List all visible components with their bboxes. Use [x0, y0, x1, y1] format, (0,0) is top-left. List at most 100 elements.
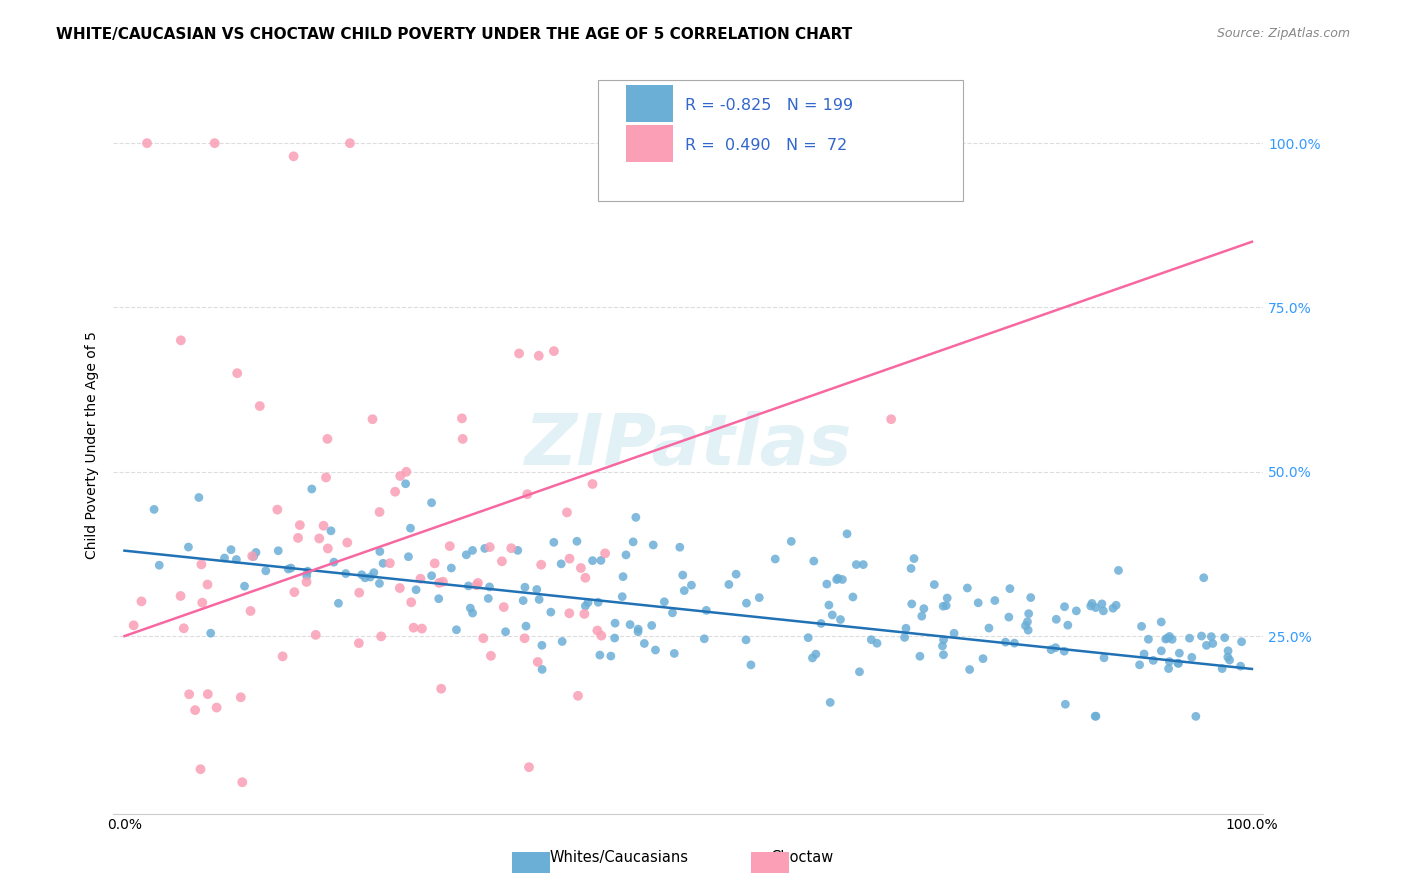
Point — [384, 484, 406, 499]
Point — [347, 585, 370, 599]
Point — [911, 609, 934, 624]
Point — [693, 632, 716, 646]
Point — [1081, 596, 1104, 610]
Point — [420, 496, 443, 510]
Point — [531, 662, 554, 676]
Text: Source: ZipAtlas.com: Source: ZipAtlas.com — [1216, 27, 1350, 40]
Point — [179, 687, 201, 701]
Point — [972, 651, 994, 665]
Point — [239, 604, 262, 618]
Point — [350, 567, 373, 582]
Point — [1211, 662, 1233, 676]
Point — [912, 601, 935, 615]
Point — [399, 595, 422, 609]
Point — [943, 626, 966, 640]
Point — [1092, 604, 1115, 618]
Point — [1142, 653, 1164, 667]
Point — [187, 491, 209, 505]
Point — [280, 561, 302, 575]
Point — [815, 577, 838, 591]
Point — [173, 621, 195, 635]
Point — [1066, 604, 1088, 618]
Point — [143, 502, 166, 516]
Point — [603, 616, 626, 631]
Point — [530, 558, 553, 572]
Point — [633, 636, 655, 650]
Point — [1084, 709, 1107, 723]
Point — [190, 762, 212, 776]
Point — [1192, 571, 1215, 585]
Point — [763, 552, 786, 566]
Point — [245, 545, 267, 559]
Point — [1133, 647, 1156, 661]
Text: R = -0.825   N = 199: R = -0.825 N = 199 — [685, 98, 853, 112]
Point — [591, 629, 613, 643]
Point — [1108, 563, 1130, 577]
Point — [1159, 630, 1181, 644]
Point — [1150, 644, 1173, 658]
Point — [936, 591, 959, 605]
Point — [998, 610, 1021, 624]
Point — [465, 578, 488, 592]
Point — [191, 596, 214, 610]
Point — [513, 580, 536, 594]
Point — [586, 595, 609, 609]
Point — [866, 636, 889, 650]
Point — [295, 569, 318, 583]
Point — [169, 589, 191, 603]
Point — [1137, 632, 1160, 647]
Point — [240, 549, 263, 563]
Point — [190, 558, 212, 572]
Point — [1130, 619, 1153, 633]
Point — [558, 551, 581, 566]
Point — [1004, 636, 1026, 650]
Point — [214, 551, 236, 566]
Point — [1014, 618, 1036, 632]
Text: Whites/Caucasians: Whites/Caucasians — [550, 850, 688, 865]
Point — [1185, 709, 1208, 723]
Point — [339, 136, 361, 150]
Point — [315, 470, 337, 484]
Point — [389, 469, 412, 483]
Point — [900, 561, 922, 575]
Point — [780, 534, 803, 549]
Point — [322, 555, 344, 569]
Point — [830, 613, 852, 627]
Point — [935, 599, 957, 613]
Point — [295, 574, 318, 589]
Point — [932, 632, 955, 647]
Point — [908, 649, 931, 664]
Point — [474, 541, 496, 556]
Point — [508, 346, 530, 360]
Point — [368, 505, 391, 519]
Point — [148, 558, 170, 573]
Point — [540, 605, 562, 619]
Point — [748, 591, 770, 605]
Point — [368, 544, 391, 558]
Point — [388, 581, 411, 595]
Point — [439, 539, 461, 553]
Point — [451, 432, 474, 446]
Point — [612, 569, 634, 583]
Point — [860, 632, 883, 647]
Point — [370, 629, 392, 643]
Point — [652, 595, 675, 609]
Text: ZIPatlas: ZIPatlas — [524, 411, 852, 480]
Point — [1092, 650, 1115, 665]
Point — [932, 599, 955, 614]
Point — [308, 532, 330, 546]
Point — [1230, 634, 1253, 648]
Point — [603, 631, 626, 645]
Point — [581, 477, 603, 491]
Point — [283, 149, 305, 163]
Point — [347, 636, 370, 650]
Point — [1018, 607, 1040, 621]
Point — [506, 543, 529, 558]
Point — [967, 596, 990, 610]
Point — [440, 561, 463, 575]
Point — [430, 681, 453, 696]
Point — [593, 546, 616, 560]
Point — [581, 554, 603, 568]
Point — [177, 540, 200, 554]
Point — [336, 535, 359, 549]
